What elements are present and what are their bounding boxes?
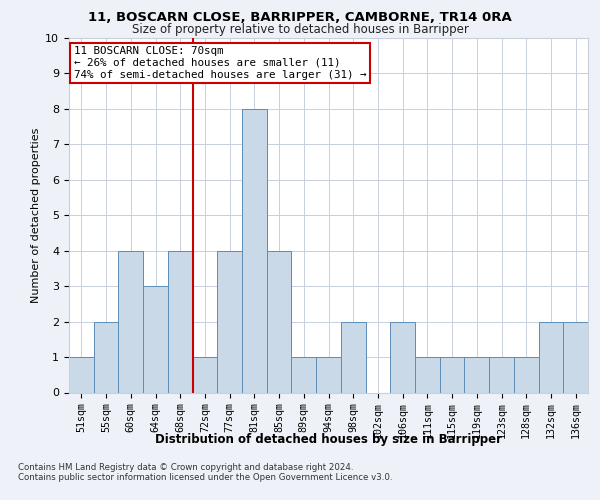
Text: Contains HM Land Registry data © Crown copyright and database right 2024.: Contains HM Land Registry data © Crown c…	[18, 462, 353, 471]
Bar	[390, 322, 415, 392]
Text: 11, BOSCARN CLOSE, BARRIPPER, CAMBORNE, TR14 0RA: 11, BOSCARN CLOSE, BARRIPPER, CAMBORNE, …	[88, 11, 512, 24]
Text: Contains public sector information licensed under the Open Government Licence v3: Contains public sector information licen…	[18, 474, 392, 482]
Text: Distribution of detached houses by size in Barripper: Distribution of detached houses by size …	[155, 432, 502, 446]
Bar	[267, 250, 292, 392]
Bar	[415, 357, 440, 392]
Bar	[514, 357, 539, 392]
Bar	[440, 357, 464, 392]
Bar	[539, 322, 563, 392]
Bar	[168, 250, 193, 392]
Bar	[292, 357, 316, 392]
Y-axis label: Number of detached properties: Number of detached properties	[31, 128, 41, 302]
Text: 11 BOSCARN CLOSE: 70sqm
← 26% of detached houses are smaller (11)
74% of semi-de: 11 BOSCARN CLOSE: 70sqm ← 26% of detache…	[74, 46, 367, 80]
Bar	[217, 250, 242, 392]
Bar	[143, 286, 168, 393]
Bar	[316, 357, 341, 392]
Bar	[242, 108, 267, 393]
Bar	[118, 250, 143, 392]
Bar	[69, 357, 94, 392]
Bar	[94, 322, 118, 392]
Bar	[489, 357, 514, 392]
Bar	[464, 357, 489, 392]
Bar	[563, 322, 588, 392]
Bar	[341, 322, 365, 392]
Bar	[193, 357, 217, 392]
Text: Size of property relative to detached houses in Barripper: Size of property relative to detached ho…	[131, 22, 469, 36]
